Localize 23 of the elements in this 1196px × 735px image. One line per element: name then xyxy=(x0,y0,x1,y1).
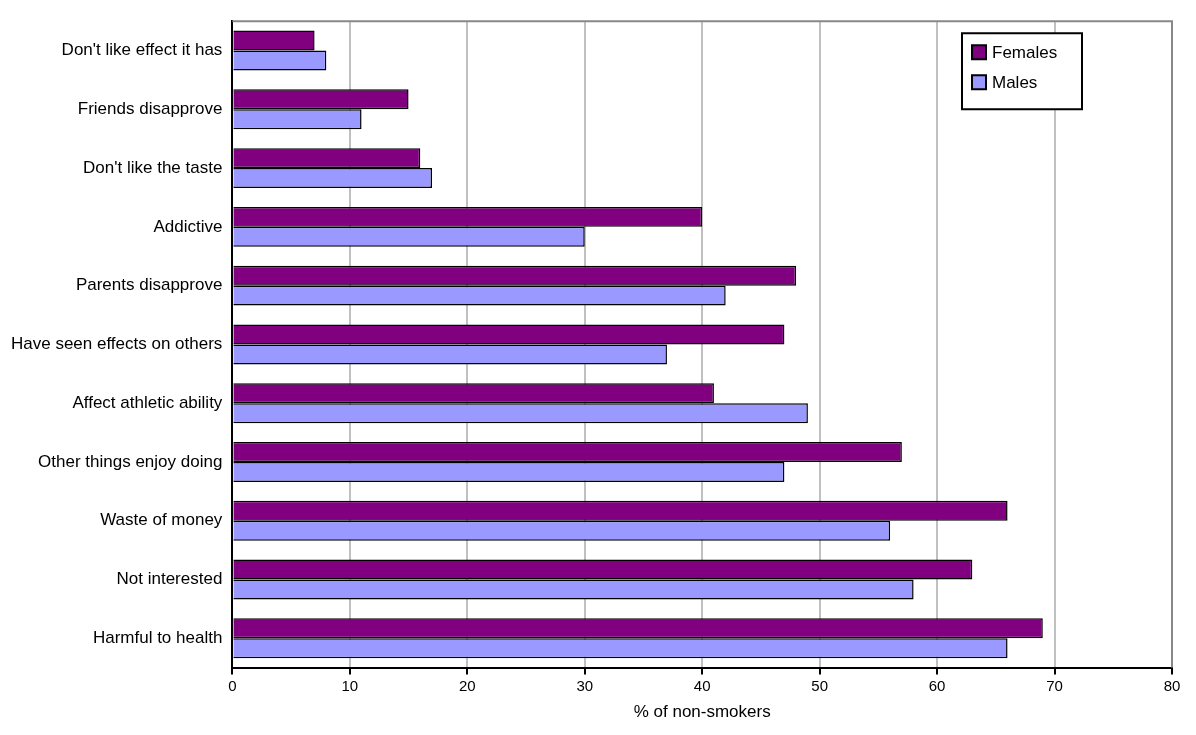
x-tick-label: 20 xyxy=(458,676,476,694)
y-tick-label: Addictive xyxy=(153,216,223,236)
x-tick-label: 80 xyxy=(1163,676,1181,694)
y-tick-label: Other things enjoy doing xyxy=(38,451,223,471)
y-tick-label: Don't like effect it has xyxy=(61,40,223,60)
x-tick-label: 0 xyxy=(228,676,237,694)
x-tick-label: 40 xyxy=(693,676,711,694)
y-tick-label: Parents disapprove xyxy=(75,275,223,295)
y-tick-label: Have seen effects on others xyxy=(11,334,223,354)
x-tick-label: 30 xyxy=(576,676,594,694)
x-tick-label: 50 xyxy=(811,676,828,694)
legend-label: Females xyxy=(992,42,1058,62)
x-tick-label: 60 xyxy=(928,676,946,694)
x-tick-label: 70 xyxy=(1046,676,1063,694)
y-tick-label: Not interested xyxy=(116,569,223,589)
legend-label: Males xyxy=(992,72,1038,92)
x-tick-label: 10 xyxy=(341,676,359,694)
y-tick-label: Waste of money xyxy=(100,510,223,530)
y-tick-label: Friends disapprove xyxy=(77,99,223,119)
x-axis-title: % of non-smokers xyxy=(633,702,771,722)
y-tick-label: Affect athletic ability xyxy=(72,392,223,412)
y-tick-label: Don't like the taste xyxy=(83,157,223,177)
y-tick-label: Harmful to health xyxy=(92,627,223,647)
